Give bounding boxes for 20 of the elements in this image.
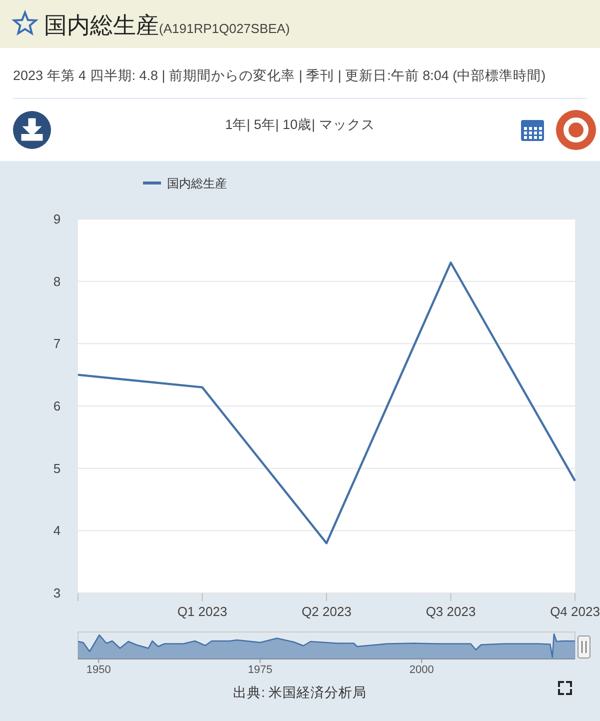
- y-tick-label: 5: [53, 460, 61, 476]
- y-tick-label: 8: [53, 274, 61, 289]
- x-tick-label: Q4 2023: [550, 604, 600, 619]
- legend-label: 国内総生産: [167, 176, 227, 190]
- x-tick-label: 1975: [248, 664, 272, 676]
- x-tick-label: 2000: [409, 664, 434, 676]
- y-tick-label: 4: [53, 523, 61, 538]
- annotation: 出典: 米国経済分析局: [233, 685, 367, 700]
- y-tick-label: 7: [53, 336, 61, 352]
- legend: 国内総生産: [143, 176, 227, 190]
- y-tick-label: 6: [53, 398, 61, 414]
- annotation: 1年| 5年| 10歳| マックス: [225, 117, 375, 132]
- x-tick-label: Q1 2023: [177, 604, 228, 619]
- x-tick-label: Q2 2023: [302, 604, 352, 619]
- subtitle: 2023 年第 4 四半期: 4.8 | 前期間からの変化率 | 季刊 | 更新日:午前 8:04 (中部標準時間): [13, 68, 546, 83]
- x-tick-label: Q3 2023: [426, 604, 476, 619]
- x-tick-label: 1950: [86, 664, 111, 676]
- y-tick-label: 3: [53, 586, 61, 600]
- y-tick-label: 9: [53, 212, 61, 226]
- title: 国内総生産(A191RP1Q027SBEA): [44, 12, 290, 38]
